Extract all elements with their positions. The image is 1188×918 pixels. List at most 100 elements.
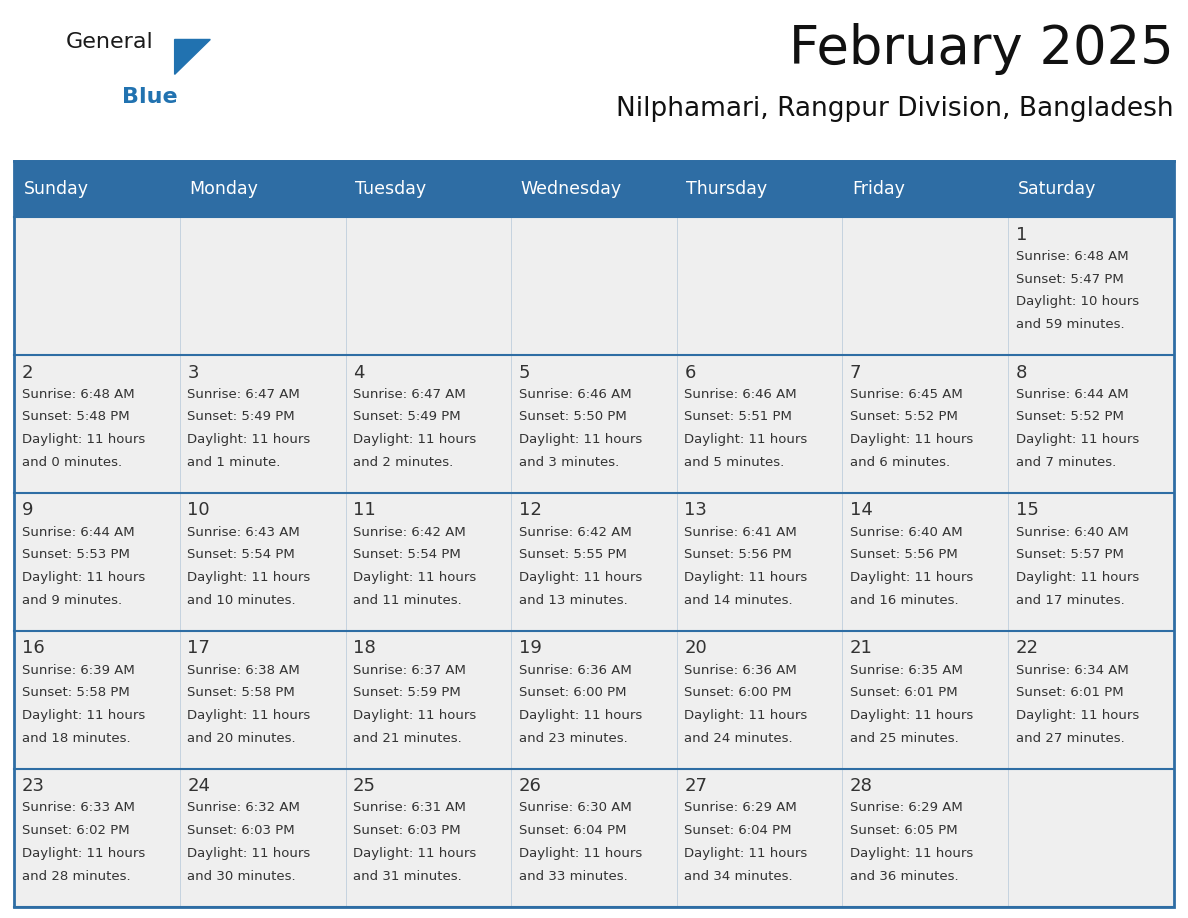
Text: and 9 minutes.: and 9 minutes. xyxy=(21,594,122,607)
Text: and 25 minutes.: and 25 minutes. xyxy=(849,732,959,744)
Text: Daylight: 11 hours: Daylight: 11 hours xyxy=(519,847,642,860)
Text: 18: 18 xyxy=(353,640,375,657)
Text: Thursday: Thursday xyxy=(687,180,767,198)
Text: and 5 minutes.: and 5 minutes. xyxy=(684,456,784,469)
Text: and 10 minutes.: and 10 minutes. xyxy=(188,594,296,607)
Text: Daylight: 11 hours: Daylight: 11 hours xyxy=(1016,571,1139,584)
Text: Daylight: 11 hours: Daylight: 11 hours xyxy=(849,433,973,446)
Text: 19: 19 xyxy=(519,640,542,657)
Text: Nilphamari, Rangpur Division, Bangladesh: Nilphamari, Rangpur Division, Bangladesh xyxy=(617,96,1174,122)
Text: Sunset: 5:52 PM: Sunset: 5:52 PM xyxy=(1016,410,1124,423)
Text: and 21 minutes.: and 21 minutes. xyxy=(353,732,462,744)
Text: Daylight: 11 hours: Daylight: 11 hours xyxy=(684,571,808,584)
Text: Sunrise: 6:45 AM: Sunrise: 6:45 AM xyxy=(849,387,962,400)
Text: 9: 9 xyxy=(21,501,33,520)
Text: Sunrise: 6:31 AM: Sunrise: 6:31 AM xyxy=(353,801,466,814)
Text: Sunrise: 6:41 AM: Sunrise: 6:41 AM xyxy=(684,526,797,539)
Text: 26: 26 xyxy=(519,778,542,795)
Text: Daylight: 11 hours: Daylight: 11 hours xyxy=(188,847,310,860)
Text: and 28 minutes.: and 28 minutes. xyxy=(21,869,131,883)
Text: Daylight: 11 hours: Daylight: 11 hours xyxy=(849,847,973,860)
Text: Sunset: 6:03 PM: Sunset: 6:03 PM xyxy=(353,824,461,837)
Text: and 1 minute.: and 1 minute. xyxy=(188,456,280,469)
Text: and 11 minutes.: and 11 minutes. xyxy=(353,594,462,607)
Text: Daylight: 11 hours: Daylight: 11 hours xyxy=(684,709,808,722)
Text: Sunrise: 6:40 AM: Sunrise: 6:40 AM xyxy=(1016,526,1129,539)
Text: Sunset: 5:58 PM: Sunset: 5:58 PM xyxy=(188,687,295,700)
Text: Sunrise: 6:48 AM: Sunrise: 6:48 AM xyxy=(21,387,134,400)
Text: Sunrise: 6:47 AM: Sunrise: 6:47 AM xyxy=(353,387,466,400)
Text: Daylight: 11 hours: Daylight: 11 hours xyxy=(188,433,310,446)
Text: 16: 16 xyxy=(21,640,44,657)
Text: and 2 minutes.: and 2 minutes. xyxy=(353,456,454,469)
Text: 15: 15 xyxy=(1016,501,1038,520)
Text: Blue: Blue xyxy=(122,87,178,107)
Text: Sunset: 6:01 PM: Sunset: 6:01 PM xyxy=(849,687,958,700)
Text: and 6 minutes.: and 6 minutes. xyxy=(849,456,950,469)
Text: Daylight: 11 hours: Daylight: 11 hours xyxy=(849,571,973,584)
Text: Sunrise: 6:43 AM: Sunrise: 6:43 AM xyxy=(188,526,301,539)
Text: Sunset: 5:55 PM: Sunset: 5:55 PM xyxy=(519,548,626,562)
Text: and 16 minutes.: and 16 minutes. xyxy=(849,594,959,607)
Text: Sunrise: 6:42 AM: Sunrise: 6:42 AM xyxy=(519,526,631,539)
Text: Sunset: 6:01 PM: Sunset: 6:01 PM xyxy=(1016,687,1123,700)
Text: Sunset: 5:48 PM: Sunset: 5:48 PM xyxy=(21,410,129,423)
Text: and 13 minutes.: and 13 minutes. xyxy=(519,594,627,607)
Text: 20: 20 xyxy=(684,640,707,657)
Text: and 7 minutes.: and 7 minutes. xyxy=(1016,456,1116,469)
Text: Sunset: 5:56 PM: Sunset: 5:56 PM xyxy=(684,548,792,562)
Text: Sunrise: 6:44 AM: Sunrise: 6:44 AM xyxy=(1016,387,1129,400)
Text: Sunrise: 6:38 AM: Sunrise: 6:38 AM xyxy=(188,664,301,677)
Text: 5: 5 xyxy=(519,364,530,382)
Text: 7: 7 xyxy=(849,364,861,382)
Text: Sunset: 5:50 PM: Sunset: 5:50 PM xyxy=(519,410,626,423)
Text: Sunrise: 6:29 AM: Sunrise: 6:29 AM xyxy=(684,801,797,814)
Text: and 20 minutes.: and 20 minutes. xyxy=(188,732,296,744)
Text: and 31 minutes.: and 31 minutes. xyxy=(353,869,462,883)
Text: 25: 25 xyxy=(353,778,375,795)
Text: Sunset: 5:58 PM: Sunset: 5:58 PM xyxy=(21,687,129,700)
Text: Daylight: 11 hours: Daylight: 11 hours xyxy=(519,433,642,446)
Text: Sunrise: 6:44 AM: Sunrise: 6:44 AM xyxy=(21,526,134,539)
Text: Sunset: 5:52 PM: Sunset: 5:52 PM xyxy=(849,410,958,423)
Text: Sunset: 5:53 PM: Sunset: 5:53 PM xyxy=(21,548,129,562)
Text: Daylight: 11 hours: Daylight: 11 hours xyxy=(849,709,973,722)
Text: 4: 4 xyxy=(353,364,365,382)
Text: Sunrise: 6:35 AM: Sunrise: 6:35 AM xyxy=(849,664,962,677)
Text: 12: 12 xyxy=(519,501,542,520)
Text: Sunrise: 6:46 AM: Sunrise: 6:46 AM xyxy=(519,387,631,400)
Text: Sunset: 5:49 PM: Sunset: 5:49 PM xyxy=(353,410,461,423)
Text: Daylight: 11 hours: Daylight: 11 hours xyxy=(21,709,145,722)
Text: Sunrise: 6:30 AM: Sunrise: 6:30 AM xyxy=(519,801,631,814)
Text: 10: 10 xyxy=(188,501,210,520)
Text: and 0 minutes.: and 0 minutes. xyxy=(21,456,122,469)
Text: Daylight: 11 hours: Daylight: 11 hours xyxy=(353,571,476,584)
Text: and 36 minutes.: and 36 minutes. xyxy=(849,869,959,883)
Text: and 34 minutes.: and 34 minutes. xyxy=(684,869,792,883)
Text: Sunrise: 6:40 AM: Sunrise: 6:40 AM xyxy=(849,526,962,539)
Text: Daylight: 11 hours: Daylight: 11 hours xyxy=(519,709,642,722)
Text: and 59 minutes.: and 59 minutes. xyxy=(1016,318,1124,331)
Text: Daylight: 11 hours: Daylight: 11 hours xyxy=(353,709,476,722)
Text: Wednesday: Wednesday xyxy=(520,180,621,198)
Text: Sunset: 6:05 PM: Sunset: 6:05 PM xyxy=(849,824,958,837)
Text: Sunday: Sunday xyxy=(24,180,89,198)
Text: Daylight: 11 hours: Daylight: 11 hours xyxy=(188,709,310,722)
Text: 28: 28 xyxy=(849,778,873,795)
Text: Sunset: 5:56 PM: Sunset: 5:56 PM xyxy=(849,548,958,562)
Text: 21: 21 xyxy=(849,640,873,657)
Text: Sunrise: 6:32 AM: Sunrise: 6:32 AM xyxy=(188,801,301,814)
Text: Daylight: 11 hours: Daylight: 11 hours xyxy=(21,847,145,860)
Text: 6: 6 xyxy=(684,364,696,382)
Text: Sunset: 6:00 PM: Sunset: 6:00 PM xyxy=(519,687,626,700)
Text: 11: 11 xyxy=(353,501,375,520)
Text: Sunset: 5:51 PM: Sunset: 5:51 PM xyxy=(684,410,792,423)
Text: Sunrise: 6:33 AM: Sunrise: 6:33 AM xyxy=(21,801,134,814)
Text: Daylight: 11 hours: Daylight: 11 hours xyxy=(353,847,476,860)
Text: Monday: Monday xyxy=(189,180,258,198)
Text: Sunrise: 6:29 AM: Sunrise: 6:29 AM xyxy=(849,801,962,814)
Text: Sunrise: 6:36 AM: Sunrise: 6:36 AM xyxy=(684,664,797,677)
Text: Sunrise: 6:46 AM: Sunrise: 6:46 AM xyxy=(684,387,797,400)
Text: Daylight: 11 hours: Daylight: 11 hours xyxy=(519,571,642,584)
Text: Sunrise: 6:48 AM: Sunrise: 6:48 AM xyxy=(1016,250,1129,263)
